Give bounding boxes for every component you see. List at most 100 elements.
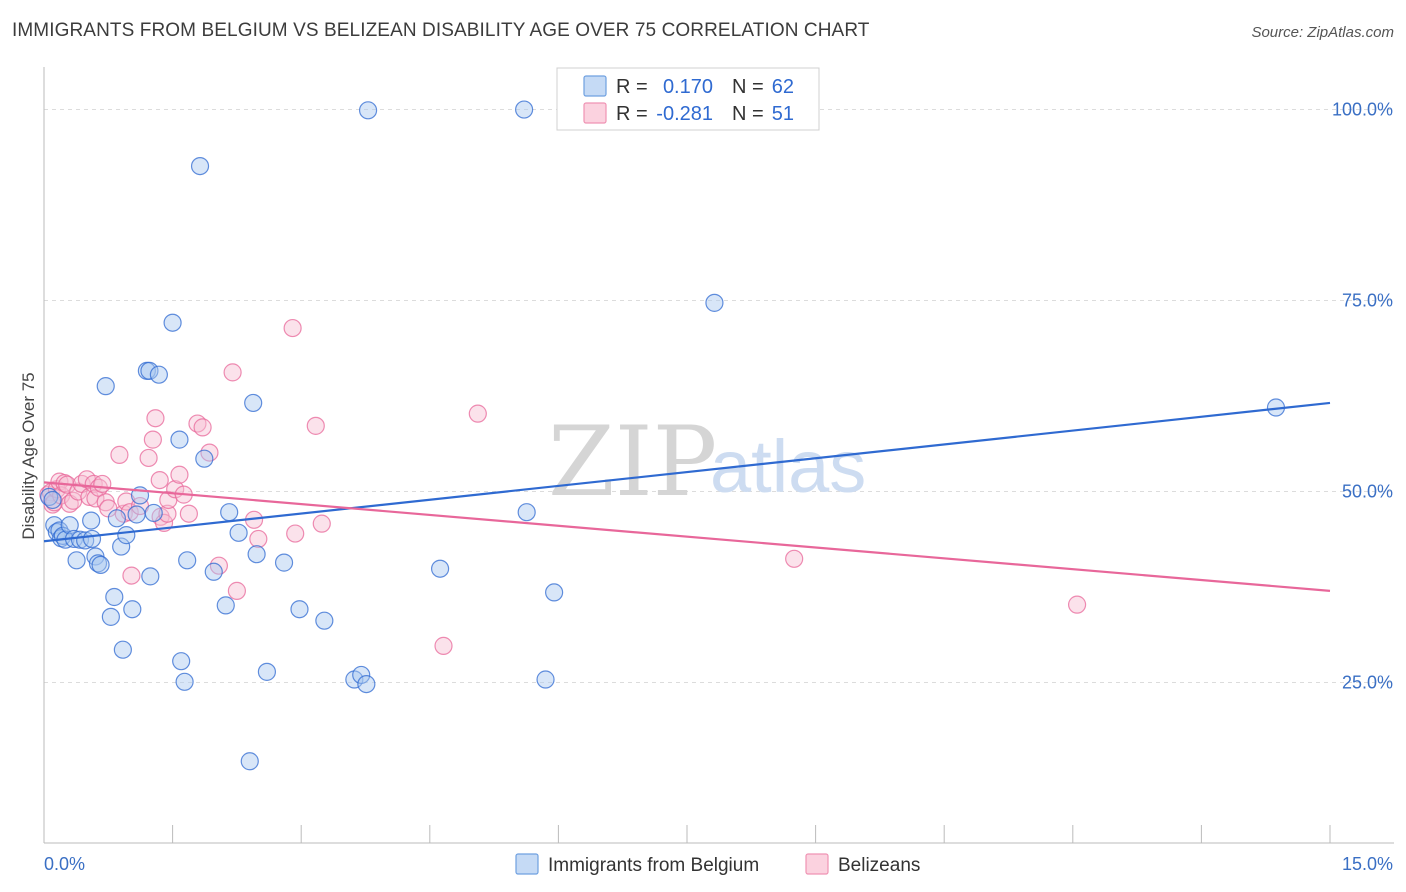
belizeans-point-28 (143, 430, 162, 449)
belgium-point-1 (43, 490, 62, 510)
series-belgium-points (40, 100, 1286, 771)
belgium-point-54 (358, 101, 378, 120)
belgium-point-42 (220, 503, 239, 522)
belgium-point-24 (117, 526, 136, 545)
belizeans-point-43 (223, 363, 242, 382)
y-tick-label-2: 50.0% (1342, 482, 1393, 502)
source-attribution: Source: ZipAtlas.com (1251, 24, 1394, 41)
legend-r-value-1: 0.170 (663, 76, 713, 98)
legend-n-label-2: N = (732, 103, 764, 125)
belgium-point-56 (515, 100, 534, 119)
belizeans-point-48 (286, 524, 305, 543)
belizeans-trend-line (43, 481, 1331, 592)
belgium-point-49 (290, 600, 309, 619)
x-tick-label-0: 0.0% (44, 854, 85, 874)
belgium-point-60 (705, 293, 724, 312)
belgium-point-29 (140, 361, 159, 380)
belgium-point-8 (60, 516, 79, 535)
chart-title: IMMIGRANTS FROM BELGIUM VS BELIZEAN DISA… (12, 20, 870, 41)
bottom-legend-swatch-belgium (515, 853, 539, 875)
legend-swatch-belizeans (583, 102, 607, 124)
belgium-point-33 (163, 313, 182, 332)
legend-r-value-2: -0.281 (656, 103, 713, 125)
y-tick-label-3: 25.0% (1342, 673, 1393, 693)
belgium-point-30 (141, 567, 160, 586)
y-tick-label-0: 100.0% (1332, 100, 1393, 120)
legend-n-value-2: 51 (772, 103, 794, 125)
belgium-point-26 (127, 505, 146, 524)
belgium-point-19 (101, 607, 120, 626)
belgium-point-34 (170, 430, 189, 449)
belizeans-point-50 (312, 514, 331, 533)
belgium-point-25 (123, 600, 142, 619)
belizeans-point-36 (170, 465, 189, 484)
belgium-point-13 (82, 511, 101, 530)
axes (43, 67, 1394, 844)
belgium-point-52 (352, 665, 371, 685)
belizeans-point-49 (306, 416, 325, 435)
belgium-point-14 (82, 529, 102, 549)
x-tick-label-1: 15.0% (1342, 854, 1393, 874)
belgium-point-47 (257, 662, 277, 681)
belizeans-point-33 (158, 504, 177, 523)
y-tick-labels: 100.0% 75.0% 50.0% 25.0% (1332, 100, 1393, 693)
bottom-legend-swatch-belizeans (805, 853, 829, 875)
grid-lines (44, 109, 1394, 684)
belgium-point-43 (229, 523, 248, 542)
belizeans-point-54 (1067, 595, 1087, 614)
belizeans-point-46 (249, 529, 268, 549)
y-tick-label-1: 75.0% (1342, 291, 1393, 311)
belgium-point-41 (216, 596, 235, 615)
belgium-point-55 (430, 559, 450, 578)
legend-n-label-1: N = (732, 76, 764, 98)
belgium-point-50 (315, 611, 334, 630)
belizeans-point-21 (110, 445, 129, 464)
belizeans-point-40 (193, 418, 212, 437)
belgium-point-53 (357, 674, 376, 694)
bottom-legend-label-belizeans: Belizeans (838, 855, 920, 876)
belizeans-point-38 (179, 504, 198, 523)
belgium-point-10 (67, 551, 86, 570)
belgium-point-18 (96, 377, 115, 396)
belizeans-point-47 (283, 318, 302, 338)
belgium-point-37 (178, 551, 197, 570)
watermark-zip: ZIP (548, 406, 717, 518)
belizeans-point-44 (227, 581, 246, 600)
bottom-legend-label-belgium: Immigrants from Belgium (548, 855, 759, 876)
y-axis-title: Disability Age Over 75 (19, 372, 38, 539)
legend: R = 0.170 N = 62 R = -0.281 N = 51 (556, 67, 820, 131)
belgium-point-22 (112, 537, 131, 556)
belgium-point-35 (172, 652, 191, 671)
legend-n-value-1: 62 (772, 76, 794, 98)
belgium-point-57 (517, 503, 536, 522)
belizeans-point-53 (785, 549, 804, 568)
belgium-point-0 (40, 487, 59, 507)
belgium-point-36 (175, 672, 194, 691)
belgium-point-59 (536, 670, 555, 689)
legend-swatch-belgium (583, 75, 607, 97)
belgium-point-23 (113, 640, 132, 659)
belgium-point-32 (149, 365, 168, 384)
legend-r-label-2: R = (616, 103, 648, 125)
belizeans-point-30 (150, 471, 169, 490)
belizeans-point-29 (146, 409, 165, 428)
belgium-point-17 (91, 555, 110, 575)
belgium-point-39 (195, 449, 214, 468)
belgium-point-40 (204, 562, 223, 581)
belizeans-point-18 (93, 474, 112, 494)
belgium-point-38 (190, 156, 210, 176)
belgium-point-31 (144, 503, 163, 523)
belizeans-point-25 (122, 566, 141, 585)
belgium-point-45 (244, 393, 263, 413)
belgium-point-46 (247, 545, 266, 564)
trend-lines (43, 401, 1331, 592)
bottom-legend: Immigrants from Belgium Belizeans (515, 853, 920, 876)
belizeans-point-27 (139, 448, 158, 468)
belgium-trend-line (43, 401, 1331, 543)
belizeans-point-52 (468, 404, 487, 423)
belizeans-point-51 (434, 636, 453, 655)
belgium-point-21 (107, 509, 126, 528)
belgium-point-48 (274, 553, 294, 572)
legend-r-label-1: R = (616, 76, 648, 98)
